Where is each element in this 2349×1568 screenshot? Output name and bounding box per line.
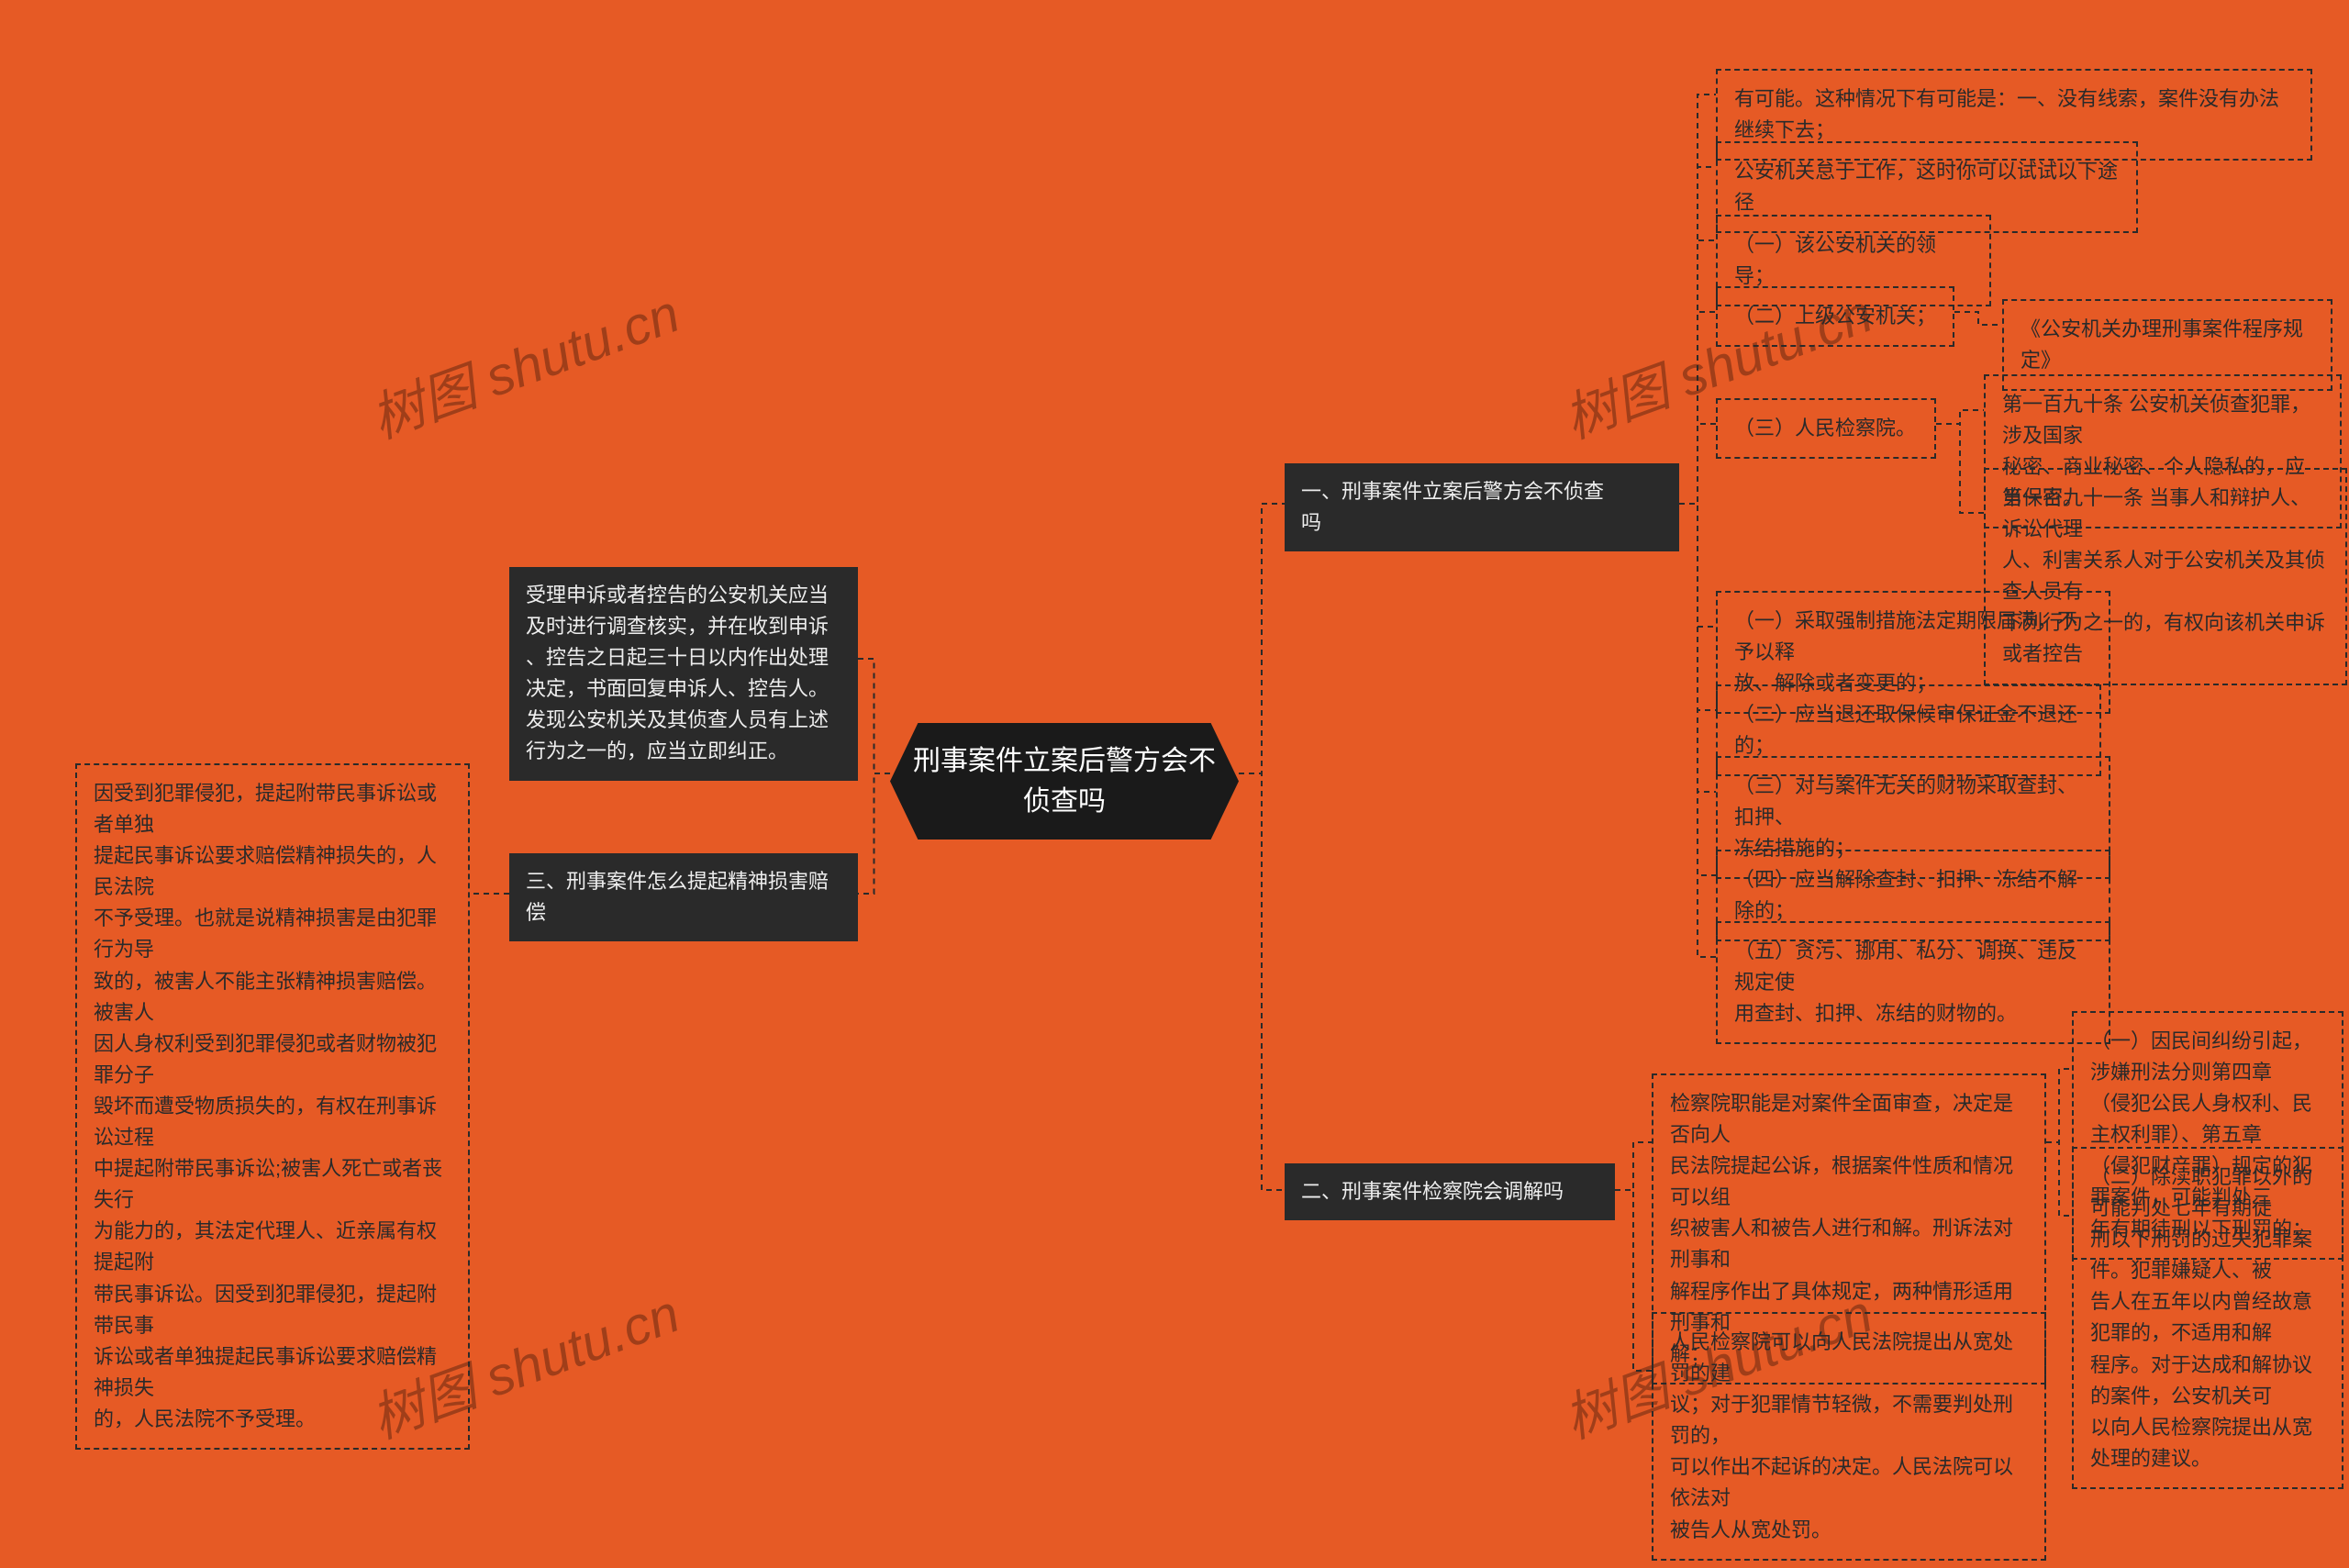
branch-r2: 二、刑事案件检察院会调解吗 [1285,1163,1615,1220]
leaf-r2b: 人民检察院可以向人民法院提出从宽处罚的建 议；对于犯罪情节轻微，不需要判处刑罚的… [1652,1312,2046,1561]
root-node: 刑事案件立案后警方会不 侦查吗 [890,723,1239,840]
leaf-r1e: （三）人民检察院。 [1716,398,1936,459]
leaf-r1j: （五）贪污、挪用、私分、调换、违反规定使 用查封、扣押、冻结的财物的。 [1716,921,2110,1044]
leaf-r1d: （二）上级公安机关； [1716,286,1954,347]
leaf-l2a: 因受到犯罪侵犯，提起附带民事诉讼或者单独 提起民事诉讼要求赔偿精神损失的，人民法… [75,763,470,1450]
branch-r1: 一、刑事案件立案后警方会不侦查 吗 [1285,463,1679,551]
leaf-r2a2: （二）除渎职犯罪以外的可能判处七年有期徒 刑以下刑罚的过失犯罪案件。犯罪嫌疑人、… [2072,1147,2343,1489]
branch-l1: 受理申诉或者控告的公安机关应当 及时进行调查核实，并在收到申诉 、控告之日起三十… [509,567,858,781]
branch-l2: 三、刑事案件怎么提起精神损害赔 偿 [509,853,858,941]
